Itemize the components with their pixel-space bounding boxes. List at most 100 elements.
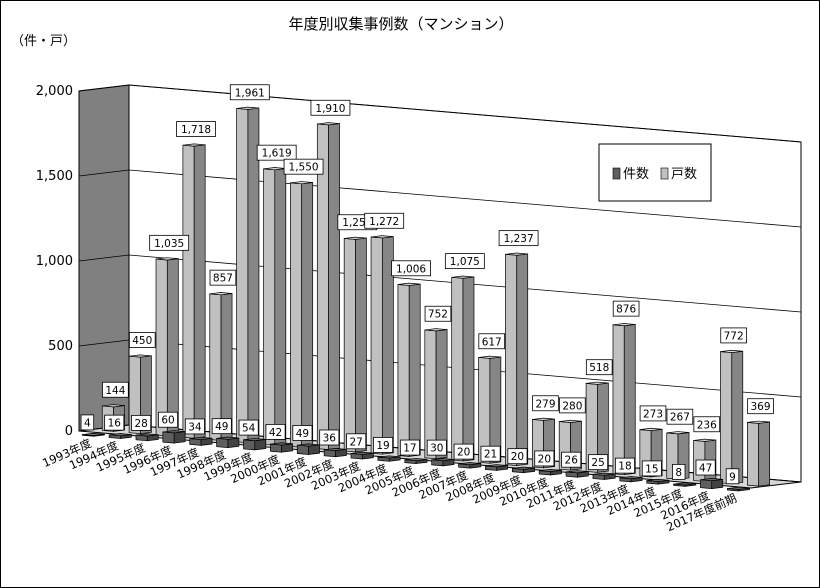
bar-kensu <box>700 478 724 490</box>
legend: 件数 戸数 <box>598 143 712 202</box>
data-label-kensu: 49 <box>292 425 313 441</box>
svg-text:236: 236 <box>697 419 717 431</box>
svg-text:280: 280 <box>562 400 582 412</box>
data-label-kensu: 17 <box>399 439 420 456</box>
bar-kosu <box>478 355 502 464</box>
data-label-kensu: 20 <box>507 448 528 465</box>
bar-kosu <box>747 420 771 487</box>
data-label-kosu: 450 <box>128 332 156 348</box>
data-label-kosu: 1,619 <box>256 144 297 161</box>
svg-text:617: 617 <box>482 336 502 348</box>
data-label-kensu: 9 <box>725 468 740 485</box>
data-label-kosu: 876 <box>612 300 640 317</box>
bar-kosu <box>343 236 367 453</box>
bar-kensu <box>619 476 643 483</box>
bar-kosu <box>316 122 340 450</box>
bar-kensu <box>377 455 401 462</box>
svg-text:1,718: 1,718 <box>181 124 211 136</box>
bar-kosu <box>209 292 233 441</box>
svg-text:30: 30 <box>430 443 443 455</box>
y-tick-label: 1,000 <box>36 254 73 269</box>
bar-kensu <box>270 442 294 453</box>
data-label-kosu: 857 <box>209 269 237 286</box>
svg-text:518: 518 <box>589 362 609 374</box>
svg-text:1,237: 1,237 <box>504 233 534 245</box>
svg-text:450: 450 <box>132 335 152 347</box>
data-label-kosu: 1,237 <box>498 230 539 247</box>
bar-kensu <box>538 468 562 476</box>
bar-kensu <box>458 462 482 469</box>
data-label-kosu: 1,718 <box>176 121 216 137</box>
data-label-kosu: 752 <box>424 305 452 322</box>
y-tick-label: 1,500 <box>36 169 73 184</box>
svg-text:15: 15 <box>645 463 658 475</box>
svg-text:28: 28 <box>134 418 147 430</box>
svg-text:1,910: 1,910 <box>315 103 345 115</box>
svg-text:26: 26 <box>565 455 579 467</box>
data-label-kosu: 279 <box>532 395 559 412</box>
data-label-kosu: 280 <box>559 397 586 414</box>
svg-text:20: 20 <box>511 451 524 463</box>
svg-text:49: 49 <box>296 428 309 440</box>
gridline-side <box>78 254 130 262</box>
svg-text:1,006: 1,006 <box>396 263 426 275</box>
bar-kensu <box>431 458 455 467</box>
svg-text:34: 34 <box>188 421 202 433</box>
data-label-kosu: 1,272 <box>364 212 405 229</box>
data-label-kensu: 20 <box>453 443 474 460</box>
data-label-kensu: 49 <box>211 418 232 435</box>
data-label-kensu: 4 <box>80 414 95 431</box>
bar-kosu <box>263 167 287 446</box>
svg-text:21: 21 <box>484 449 497 461</box>
bar-kosu <box>128 354 152 435</box>
bar-kensu <box>485 464 509 471</box>
svg-text:857: 857 <box>213 273 233 285</box>
bar-kosu <box>370 235 394 455</box>
data-label-kosu: 236 <box>693 416 721 433</box>
data-label-kosu: 1,006 <box>391 260 431 277</box>
bar-kosu <box>612 323 636 476</box>
legend-swatch-kensu <box>612 167 621 180</box>
bar-kosu <box>397 282 421 457</box>
svg-text:47: 47 <box>699 463 712 475</box>
data-label-kosu: 1,910 <box>310 99 351 116</box>
svg-text:876: 876 <box>616 304 636 316</box>
svg-text:369: 369 <box>750 401 770 413</box>
data-label-kosu: 267 <box>666 408 694 425</box>
y-axis-unit-label: （件・戸） <box>11 34 76 49</box>
data-label-kensu: 21 <box>480 445 501 462</box>
data-label-kosu: 1,075 <box>444 253 485 270</box>
bar-kensu <box>565 470 589 478</box>
data-label-kosu: 617 <box>478 333 506 350</box>
svg-text:772: 772 <box>724 330 744 342</box>
svg-text:27: 27 <box>349 436 362 448</box>
bar-kensu <box>511 466 535 474</box>
svg-text:49: 49 <box>215 421 228 433</box>
bar-kosu <box>182 143 206 439</box>
data-label-kensu: 34 <box>184 418 205 435</box>
bar-kensu <box>673 482 697 487</box>
data-label-kensu: 26 <box>561 451 582 468</box>
gridline-side <box>78 84 130 92</box>
bar-kensu <box>296 443 320 455</box>
data-label-kensu: 60 <box>158 411 179 428</box>
svg-text:1,035: 1,035 <box>154 238 184 250</box>
bar-kensu <box>162 430 186 444</box>
y-tick-label: 500 <box>48 339 73 354</box>
svg-text:1,075: 1,075 <box>450 256 480 268</box>
bar-kensu <box>726 486 750 492</box>
bar-kensu <box>646 478 670 485</box>
data-label-kensu: 20 <box>534 450 555 467</box>
svg-text:1,961: 1,961 <box>235 87 265 99</box>
legend-swatch-kosu <box>660 167 669 180</box>
data-label-kensu: 25 <box>588 454 609 471</box>
y-tick-label: 2,000 <box>36 84 73 99</box>
svg-text:42: 42 <box>269 427 282 439</box>
svg-text:25: 25 <box>591 457 604 469</box>
bar-kensu <box>243 438 267 451</box>
bar-kosu <box>585 381 609 473</box>
svg-text:17: 17 <box>403 443 416 455</box>
bar-kensu <box>323 447 347 458</box>
bar-kosu <box>505 252 529 466</box>
